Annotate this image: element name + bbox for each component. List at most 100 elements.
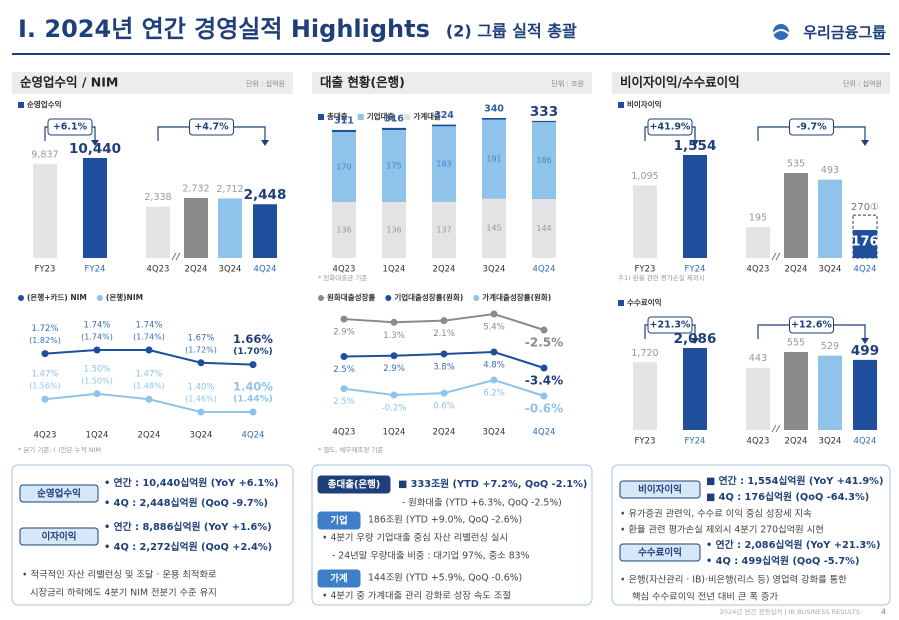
category-label: 3Q24: [483, 428, 506, 438]
axis-break: [771, 424, 781, 433]
legend-swatch: [357, 114, 364, 120]
summary-tag: [19, 484, 99, 503]
category-label: 3Q24: [819, 437, 842, 447]
summary-text: • 4Q : 2,272십억원 (QoQ +2.4%): [104, 540, 272, 553]
summary-tag: [317, 569, 361, 588]
bar: [746, 367, 770, 430]
summary-text: • 4분기 우량 기업대출 중심 자산 리밸런싱 실시: [322, 532, 508, 544]
page-subtitle: (2) 그룹 실적 총괄: [446, 22, 577, 41]
point: [41, 395, 49, 403]
segment: [432, 201, 456, 258]
summary-text: • 4Q : 499십억원 (QoQ -5.7%): [706, 554, 859, 567]
summary-tag-label: 순영업수익: [37, 488, 81, 500]
legend-swatch: [618, 300, 624, 306]
category-label: 4Q23: [147, 265, 170, 275]
category-label: 2Q24: [185, 265, 208, 275]
chart-note: 주1) 환율 관련 평가손실 제외시: [618, 273, 705, 282]
value-label: 499: [851, 343, 879, 359]
bar: [683, 155, 707, 258]
bar: [683, 348, 707, 430]
summary-tag: [619, 480, 701, 499]
category-label: 4Q24: [854, 437, 877, 447]
value-label: 2,712: [216, 184, 243, 195]
value-label: -0.6%: [525, 402, 563, 416]
change-box: [789, 118, 834, 136]
category-label: 3Q24: [819, 265, 842, 275]
legend-label: 원화대출성장률: [327, 292, 375, 302]
change-label: +4.7%: [194, 122, 229, 133]
segment-label: 175: [386, 161, 401, 170]
value-label: 1.72%: [31, 324, 58, 334]
legend-swatch: [404, 114, 411, 120]
segment: [382, 202, 406, 258]
point: [390, 391, 398, 399]
summary-tag-label: 기업: [330, 515, 347, 527]
panel-unit: 단위 : 십억원: [843, 79, 882, 88]
legend-swatch: [618, 102, 624, 108]
legend-swatch: [18, 295, 24, 301]
value-label: 9,837: [31, 149, 58, 160]
category-label: FY24: [685, 437, 706, 447]
summary-text: • 환율 관련 평가손실 제외시 4분기 270십억원 시현: [620, 524, 824, 536]
point: [390, 352, 398, 360]
value-label: 2.5%: [333, 397, 355, 407]
bar: [633, 362, 657, 430]
legend-label: 총대출: [327, 111, 348, 121]
summary-text: • 연간 : 10,440십억원 (YoY +6.1%): [104, 476, 278, 489]
legend-label: 순영업수익: [27, 99, 62, 109]
value-label: 1.3%: [383, 331, 405, 341]
value-label: 6.2%: [483, 389, 505, 399]
bar: [633, 185, 657, 258]
change-arrow: [91, 140, 99, 146]
change-label: +12.6%: [791, 320, 832, 331]
legend-label: 수수료이익: [627, 297, 662, 307]
change-arrow: [861, 140, 869, 146]
point: [41, 350, 49, 358]
axis-break: [771, 252, 781, 261]
value-label: 4.8%: [483, 361, 505, 371]
point: [197, 408, 205, 416]
sub-label: (1.50%): [81, 376, 113, 385]
summary-text: • 4분기 중 가계대출 관리 강화로 성장 속도 조절: [322, 590, 511, 602]
summary-tag-label: 수수료이익: [638, 547, 682, 559]
value-label: 1.40%: [233, 380, 273, 394]
total-label: 333: [530, 104, 558, 120]
value-label: 1,720: [631, 348, 658, 359]
point: [340, 385, 348, 393]
summary-text: - 24년말 우량대출 비중 : 대기업 97%, 중소 83%: [332, 550, 530, 562]
segment: [532, 122, 556, 199]
category-label: 1Q24: [383, 428, 406, 438]
point: [340, 315, 348, 323]
point: [490, 348, 498, 356]
segment: [382, 129, 406, 202]
total-label: 316: [384, 113, 404, 124]
summary-text: ■ 4Q : 176십억원 (QoQ -64.3%): [706, 490, 869, 503]
legend-label: (은행)NIM: [106, 292, 143, 302]
bar: [853, 230, 877, 258]
summary-text: ■ 333조원 (YTD +7.2%, QoQ -2.1%): [398, 477, 587, 490]
axis-break: [171, 252, 181, 261]
value-label: 1.67%: [187, 333, 214, 343]
category-label: 3Q24: [190, 431, 213, 441]
summary-text: 144조원 (YTD +5.9%, QoQ -0.6%): [368, 573, 522, 584]
category-label: 2Q24: [433, 265, 456, 275]
panel-title: 비이자이익/수수료이익: [620, 75, 740, 90]
value-label: -3.4%: [525, 374, 563, 388]
change-box: [789, 316, 834, 334]
legend-label: 기업대출성장률(원화): [394, 292, 463, 302]
summary-box: [311, 464, 593, 606]
point: [93, 390, 101, 398]
bar: [83, 158, 107, 258]
adjusted-label: 270①: [851, 202, 879, 213]
summary-tag: [317, 511, 361, 530]
change-label: +41.9%: [650, 122, 691, 133]
category-label: 2Q24: [138, 431, 161, 441]
value-label: 1.74%: [83, 321, 110, 331]
summary-text: • 연간 : 8,886십억원 (YoY +1.6%): [104, 520, 272, 533]
summary-text: - 원화대출 (YTD +6.3%, QoQ -2.5%): [402, 498, 562, 509]
point: [93, 346, 101, 354]
panel-title: 대출 현황(은행): [320, 75, 405, 90]
summary-text: • 연간 : 2,086십억원 (YoY +21.3%): [706, 538, 880, 551]
category-label: 2Q24: [785, 437, 808, 447]
